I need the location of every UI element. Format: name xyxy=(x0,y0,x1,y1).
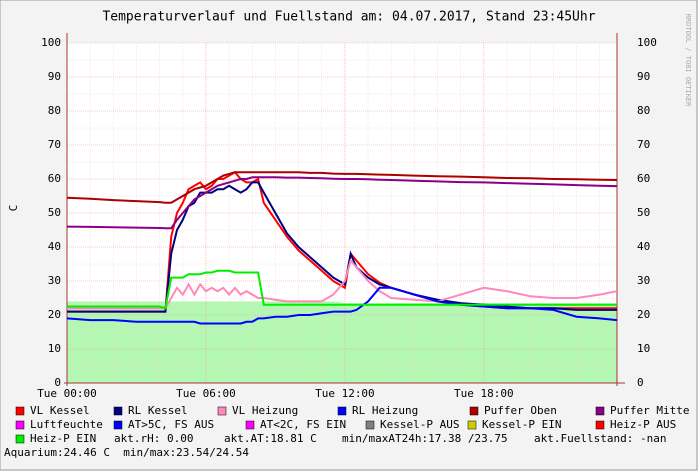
x-tick-label: Tue 18:00 xyxy=(454,387,514,400)
info-text: akt.Fuellstand: -nan xyxy=(534,432,666,445)
legend-label: Puffer Oben xyxy=(484,404,557,417)
legend-label: Kessel-P AUS xyxy=(380,418,459,431)
legend-label: RL Heizung xyxy=(352,404,418,417)
y2-tick-label: 20 xyxy=(637,308,650,321)
legend-label: VL Heizung xyxy=(232,404,298,417)
y-tick-label: 80 xyxy=(48,104,61,117)
legend-swatch xyxy=(245,420,255,430)
y2-tick-label: 60 xyxy=(637,172,650,185)
y-tick-label: 70 xyxy=(48,138,61,151)
legend-label: AT<2C, FS EIN xyxy=(260,418,346,431)
legend-label: Luftfeuchte xyxy=(30,418,103,431)
legend-label: AT>5C, FS AUS xyxy=(128,418,214,431)
x-tick-label: Tue 06:00 xyxy=(176,387,236,400)
legend-swatch xyxy=(15,434,25,444)
y2-tick-label: 80 xyxy=(637,104,650,117)
chart-title: Temperaturverlauf und Fuellstand am: 04.… xyxy=(102,10,595,25)
legend-swatch xyxy=(217,406,227,416)
series-line xyxy=(67,181,617,313)
y-tick-label: 60 xyxy=(48,172,61,185)
y2-tick-label: 90 xyxy=(637,70,650,83)
series-line xyxy=(66,171,618,204)
y-tick-label: 30 xyxy=(48,274,61,287)
series-line xyxy=(67,258,618,310)
legend-label: RL Kessel xyxy=(128,404,188,417)
legend-swatch xyxy=(365,420,375,430)
legend-label: Kessel-P EIN xyxy=(482,418,561,431)
y2-tick-label: 70 xyxy=(637,138,650,151)
y2-tick-label: 100 xyxy=(637,36,657,49)
legend-swatch xyxy=(467,420,477,430)
legend-swatch xyxy=(15,406,25,416)
y-axis-label: C xyxy=(7,205,20,212)
y-tick-label: 10 xyxy=(48,342,61,355)
y-tick-label: 100 xyxy=(41,36,61,49)
series-line xyxy=(66,176,618,230)
legend-label: VL Kessel xyxy=(30,404,90,417)
y2-tick-label: 10 xyxy=(637,342,650,355)
y2-tick-label: 0 xyxy=(637,376,644,389)
legend-label: Puffer Mitte xyxy=(610,404,689,417)
legend-swatch xyxy=(595,406,605,416)
info-text: akt.rH: 0.00 xyxy=(114,432,193,445)
legend-swatch xyxy=(469,406,479,416)
y-tick-label: 40 xyxy=(48,240,61,253)
info-text: min/maxAT24h:17.38 /23.75 xyxy=(342,432,508,445)
series-line xyxy=(67,269,617,310)
y-tick-label: 90 xyxy=(48,70,61,83)
legend-swatch xyxy=(15,420,25,430)
y2-tick-label: 50 xyxy=(637,206,650,219)
y2-tick-label: 30 xyxy=(637,274,650,287)
series-line xyxy=(66,286,618,325)
legend-swatch xyxy=(113,420,123,430)
info-text: akt.AT:18.81 C xyxy=(224,432,317,445)
legend-label: Heiz-P EIN xyxy=(30,432,96,445)
legend-swatch xyxy=(337,406,347,416)
y-tick-label: 50 xyxy=(48,206,61,219)
fill-area xyxy=(67,301,617,383)
y-tick-label: 20 xyxy=(48,308,61,321)
legend-swatch xyxy=(113,406,123,416)
watermark: RRDTOOL / TOBI OETIKER xyxy=(684,14,692,108)
legend-swatch xyxy=(595,420,605,430)
x-tick-label: Tue 00:00 xyxy=(37,387,97,400)
x-tick-label: Tue 12:00 xyxy=(315,387,375,400)
y2-tick-label: 40 xyxy=(637,240,650,253)
legend-label: Heiz-P AUS xyxy=(610,418,676,431)
info-text: Aquarium:24.46 C min/max:23.54/24.54 xyxy=(4,446,249,459)
y-tick-label: 0 xyxy=(54,376,61,389)
